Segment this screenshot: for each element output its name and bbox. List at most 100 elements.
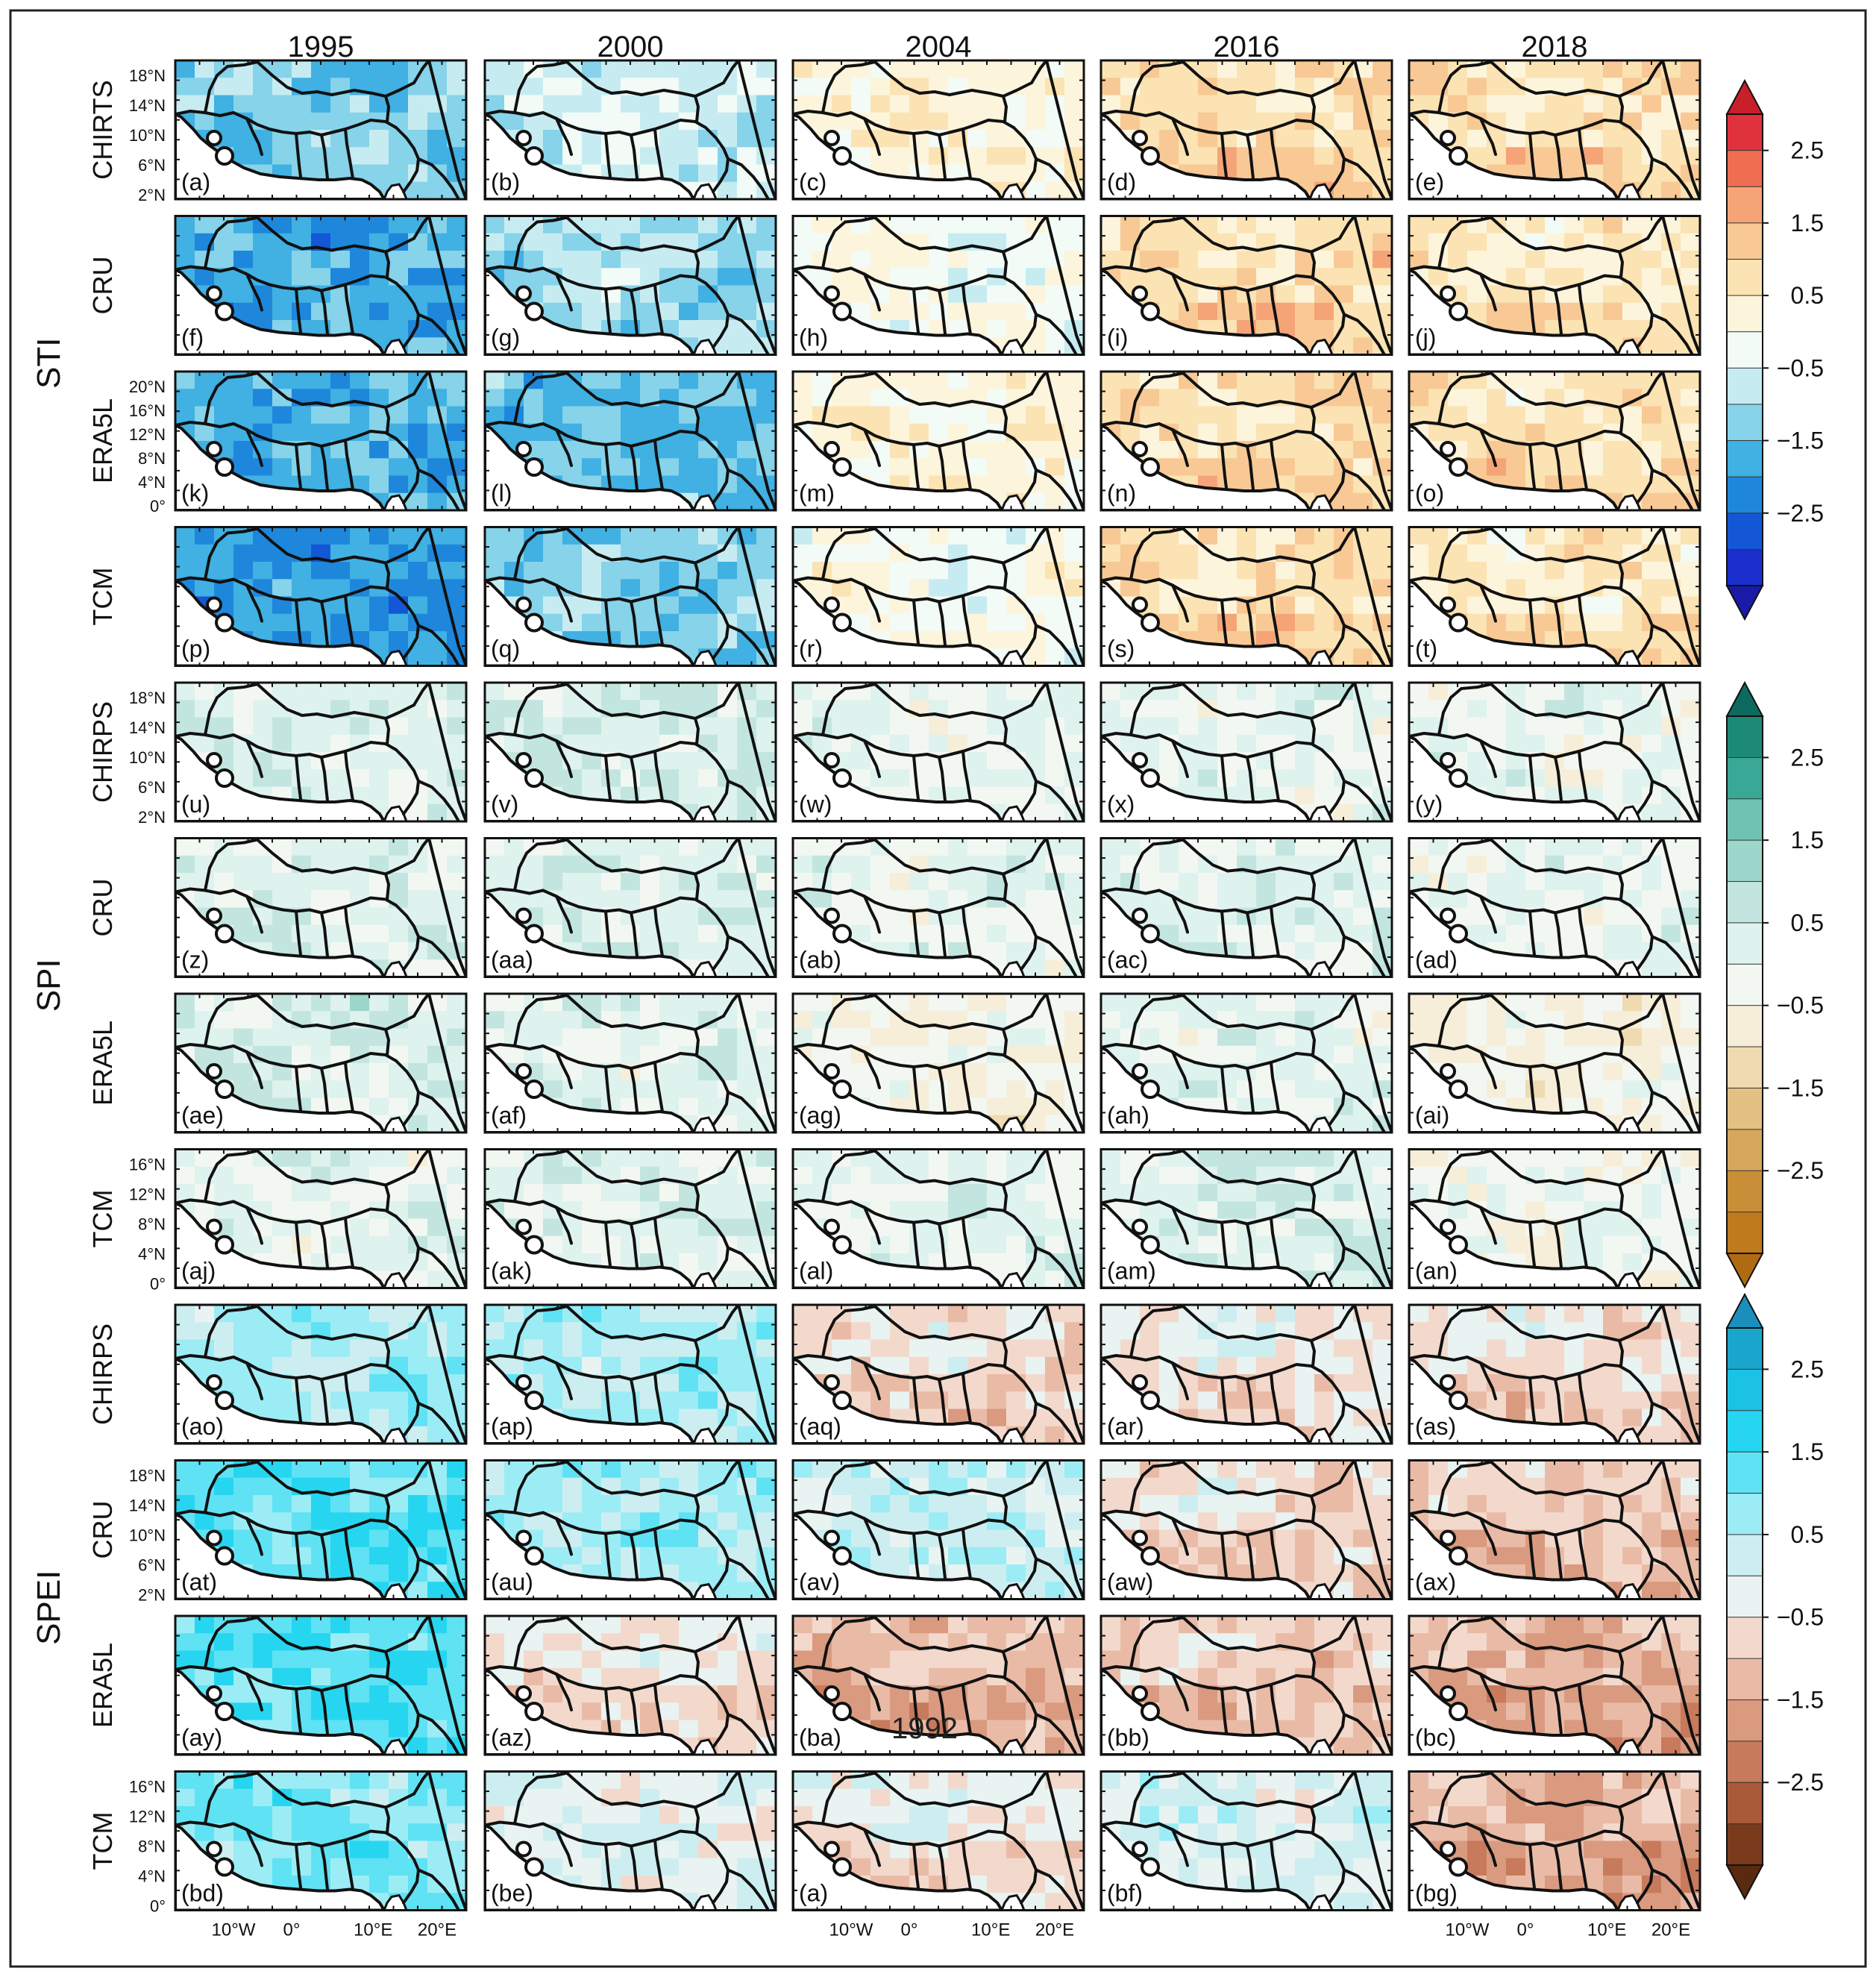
panel-label: (u) — [181, 791, 210, 818]
panel-label: (t) — [1415, 636, 1437, 662]
latitude-tick-label: 4°N — [138, 1867, 166, 1886]
panel-label: (l) — [491, 480, 512, 507]
map-panel: (w) — [791, 681, 1085, 823]
latitude-tick-label: 6°N — [138, 156, 166, 175]
colorbar-bin — [1726, 1087, 1763, 1130]
panel-label: (j) — [1415, 325, 1436, 351]
colorbar-bin — [1726, 839, 1763, 883]
panel-label: (bf) — [1107, 1880, 1143, 1907]
panel-label: (n) — [1107, 480, 1136, 507]
latitude-tick-label: 8°N — [138, 1837, 166, 1856]
latitude-tick-label: 16°N — [129, 1156, 166, 1174]
panel-label: (i) — [1107, 325, 1128, 351]
map-panel: (ay) — [174, 1614, 468, 1756]
dataset-label: CRU — [87, 879, 118, 937]
colorbar-bin — [1726, 1451, 1763, 1494]
colorbar-tick-label: 2.5 — [1791, 1356, 1824, 1382]
map-panel: (av) — [791, 1459, 1085, 1600]
latitude-tick-label: 10°N — [129, 1526, 166, 1545]
colorbar-bin — [1726, 1575, 1763, 1618]
year-header: 2018 — [1522, 31, 1588, 63]
colorbar-tick-label: 1.5 — [1791, 210, 1824, 236]
map-panel: (i) — [1099, 215, 1393, 356]
map-panel: (az) — [483, 1614, 777, 1756]
index-group-label: STI — [31, 338, 67, 389]
colorbar-bin — [1726, 1327, 1763, 1370]
colorbar-tick-label: 2.5 — [1791, 744, 1824, 771]
colorbar-tick-label: −1.5 — [1777, 1686, 1824, 1713]
panel-label: (ac) — [1107, 947, 1148, 974]
panel-label: (ad) — [1415, 947, 1458, 974]
colorbar-tick-label: −2.5 — [1777, 500, 1824, 527]
map-panel: (n) — [1099, 370, 1393, 512]
map-panel: (a) — [174, 59, 468, 201]
map-panel: (aw) — [1099, 1459, 1393, 1600]
panel-label: (ba) — [799, 1724, 841, 1751]
panel-label: (y) — [1415, 791, 1443, 818]
panel-label: (ag) — [799, 1102, 841, 1129]
latitude-tick-label: 20°N — [129, 377, 166, 396]
row-labels: CHIRTS CRU ERA5L TCM CHIRPS CRU ERA5L TCM CHIRPS… — [87, 66, 166, 1916]
colorbar-bin — [1726, 881, 1763, 924]
colorbar-bin — [1726, 1410, 1763, 1453]
colorbar-tick-label: 1.5 — [1791, 827, 1824, 853]
panel-label: (be) — [491, 1880, 533, 1907]
dataset-label: CHIRPS — [87, 701, 118, 803]
panel-label: (f) — [181, 325, 204, 351]
panel-label: (g) — [491, 325, 520, 351]
panel-label: (aa) — [491, 947, 533, 974]
panel-label: (z) — [181, 947, 209, 974]
latitude-tick-label: 10°N — [129, 748, 166, 767]
longitude-axis: 10°W 0° 10°E 20°E 10°W 0° 10°E 20°E 10°W 0° 10°E 20… — [212, 1920, 1691, 1940]
panel-label: (a) — [181, 169, 210, 195]
colorbar-bin — [1726, 756, 1763, 800]
map-panel: (ap) — [483, 1303, 777, 1445]
panel-label: (d) — [1107, 169, 1136, 195]
panel-label: (ay) — [181, 1724, 222, 1751]
dataset-label: ERA5L — [87, 1021, 118, 1106]
dataset-label: TCM — [87, 1190, 118, 1248]
latitude-tick-label: 8°N — [138, 449, 166, 468]
panel-label: (v) — [491, 791, 518, 818]
map-panel: (ad) — [1408, 837, 1701, 978]
panel-label: (q) — [491, 636, 520, 662]
latitude-tick-label: 16°N — [129, 401, 166, 420]
colorbar-bin — [1726, 513, 1763, 551]
map-panel: (q) — [483, 526, 777, 667]
map-panel: (at) — [174, 1459, 468, 1600]
panel-label: (s) — [1107, 636, 1135, 662]
map-panel: (bd) — [174, 1770, 468, 1911]
colorbar-tick-label: −1.5 — [1777, 1074, 1824, 1101]
map-panel: (af) — [483, 992, 777, 1134]
map-panel: (ae) — [174, 992, 468, 1134]
longitude-tick-label: 10°E — [1587, 1920, 1626, 1940]
year-headers: 1995 2000 2004 2016 2018 — [288, 31, 1588, 63]
map-panel: (p) — [174, 526, 468, 667]
colorbar-tick-label: 0.5 — [1791, 1521, 1824, 1548]
latitude-tick-label: 2°N — [138, 1586, 166, 1605]
panel-label: (x) — [1107, 791, 1135, 818]
panel-label: (bg) — [1415, 1880, 1458, 1907]
longitude-tick-label: 20°E — [418, 1920, 457, 1940]
colorbar-bin — [1726, 715, 1763, 759]
latitude-tick-label: 12°N — [129, 425, 166, 444]
panel-label: (ai) — [1415, 1102, 1449, 1129]
panel-label: (ap) — [491, 1413, 533, 1440]
colorbar-bin — [1726, 1534, 1763, 1577]
latitude-tick-label: 18°N — [129, 689, 166, 707]
longitude-tick-label: 20°E — [1651, 1920, 1690, 1940]
dataset-label: CHIRTS — [87, 80, 118, 179]
colorbar-spei: 2.5 1.5 0.5 −0.5 −1.5 −2.5 — [1725, 1292, 1824, 1901]
year-header: 2016 — [1214, 31, 1280, 63]
colorbar-bin — [1726, 1617, 1763, 1660]
colorbar-bin — [1726, 113, 1763, 151]
map-panel: (be) — [483, 1770, 777, 1911]
latitude-tick-label: 14°N — [129, 96, 166, 115]
colorbar-tick-label: −2.5 — [1777, 1769, 1824, 1796]
map-panel: (r) — [791, 526, 1085, 667]
panel-label: (a) — [799, 1880, 828, 1907]
colorbar-bin — [1726, 1212, 1763, 1254]
latitude-tick-label: 18°N — [129, 66, 166, 85]
colorbar-bin — [1726, 963, 1763, 1006]
dataset-label: CRU — [87, 1501, 118, 1559]
